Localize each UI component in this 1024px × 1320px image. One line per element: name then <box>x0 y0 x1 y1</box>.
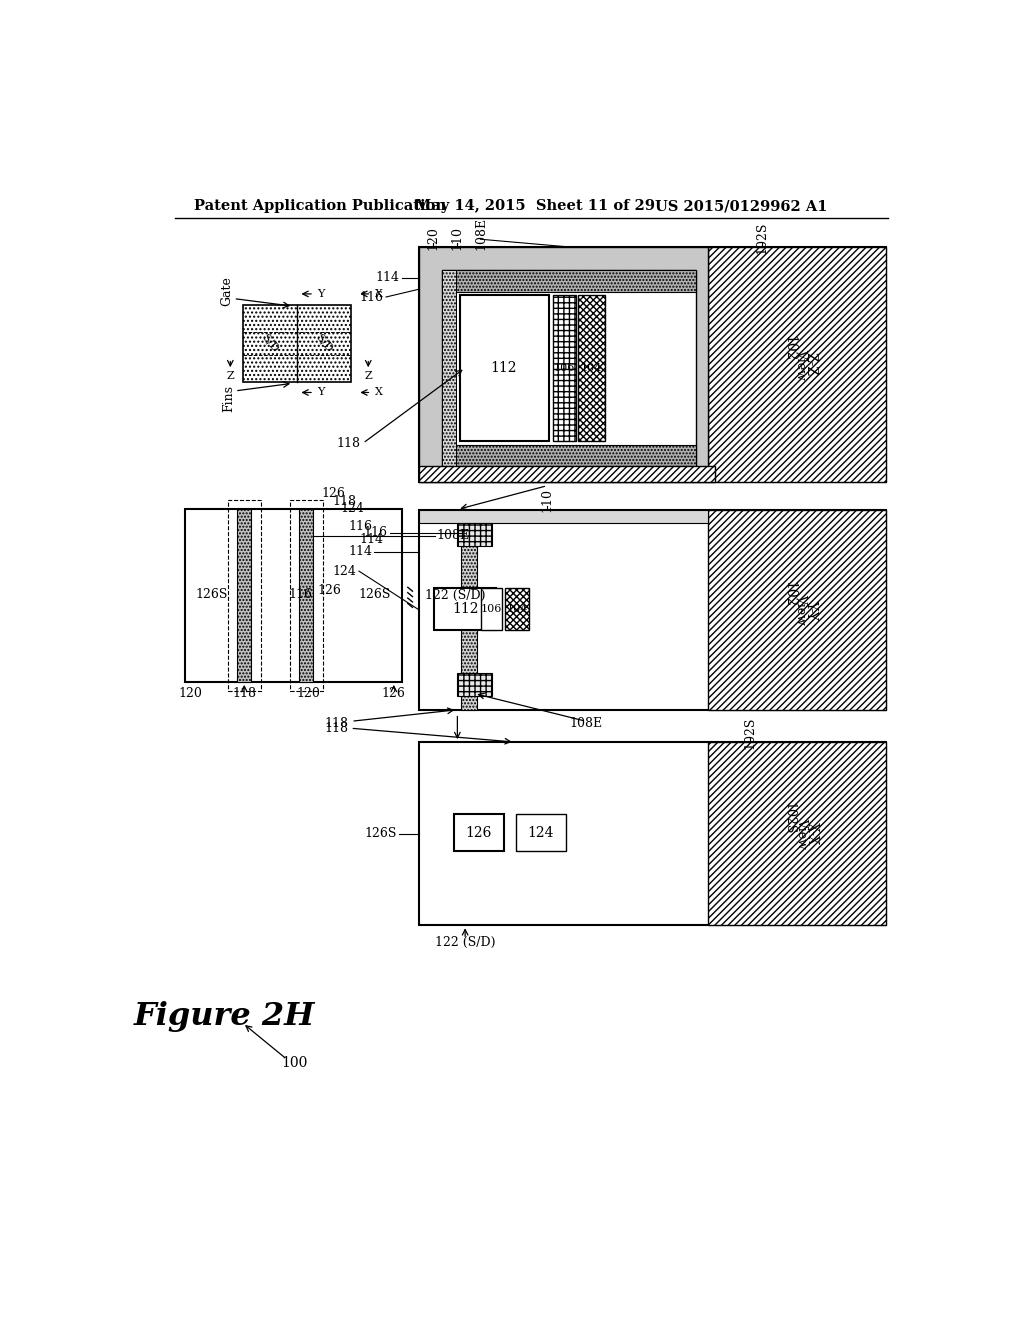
Text: 114: 114 <box>375 271 399 284</box>
Text: 116: 116 <box>289 589 312 602</box>
Text: 108E: 108E <box>436 529 470 543</box>
Text: 116: 116 <box>359 290 384 304</box>
Bar <box>442 271 696 292</box>
Text: View: View <box>795 348 807 379</box>
Text: 114: 114 <box>348 545 372 558</box>
Text: 124: 124 <box>341 502 365 515</box>
Text: Y: Y <box>317 388 325 397</box>
Bar <box>184 508 401 682</box>
Bar <box>442 445 696 466</box>
Text: Gate: Gate <box>221 276 233 306</box>
Text: X: X <box>375 289 382 298</box>
Bar <box>505 589 529 631</box>
Bar <box>419 247 708 482</box>
Text: 114: 114 <box>359 533 384 546</box>
Bar <box>460 296 549 441</box>
Text: 108E: 108E <box>474 218 487 251</box>
Bar <box>515 814 566 851</box>
Text: 120: 120 <box>426 226 439 249</box>
Text: X: X <box>375 388 382 397</box>
Text: 124: 124 <box>527 826 554 840</box>
Text: Figure 2H: Figure 2H <box>134 1002 315 1032</box>
Text: Z: Z <box>365 371 372 380</box>
Text: 120: 120 <box>179 686 203 700</box>
Bar <box>238 508 251 682</box>
Bar <box>419 466 716 482</box>
Text: 120: 120 <box>297 686 321 700</box>
Text: 108E: 108E <box>569 717 602 730</box>
Text: Z: Z <box>226 371 234 380</box>
Bar <box>480 589 503 631</box>
Text: S/D: S/D <box>313 333 335 354</box>
Bar <box>419 510 886 710</box>
Text: 126: 126 <box>322 487 345 500</box>
Bar <box>708 510 886 710</box>
Text: 126S: 126S <box>365 828 397 841</box>
Text: Patent Application Publication: Patent Application Publication <box>194 199 445 213</box>
Bar <box>228 499 260 692</box>
Text: 104: 104 <box>581 363 602 372</box>
Text: 122 (S/D): 122 (S/D) <box>435 936 496 949</box>
Text: 102: 102 <box>782 581 796 607</box>
Text: 102S: 102S <box>743 717 757 748</box>
Text: 118: 118 <box>325 722 349 735</box>
Text: 118: 118 <box>325 717 349 730</box>
Text: 118: 118 <box>337 437 360 450</box>
Text: 102S: 102S <box>782 803 796 834</box>
Text: 106: 106 <box>481 603 502 614</box>
Text: View: View <box>795 818 808 849</box>
Text: 102: 102 <box>782 335 796 362</box>
Bar <box>442 271 456 466</box>
Text: 112: 112 <box>452 602 478 616</box>
Bar <box>290 499 323 692</box>
Text: 118: 118 <box>333 495 356 508</box>
Text: 118: 118 <box>232 686 256 700</box>
Text: Y: Y <box>317 289 325 298</box>
Bar <box>243 305 351 381</box>
Bar <box>442 271 696 466</box>
Text: 126S: 126S <box>196 589 228 602</box>
Text: 112: 112 <box>490 360 517 375</box>
Bar <box>458 523 493 546</box>
Text: 110: 110 <box>451 226 464 249</box>
Text: Y-Y: Y-Y <box>804 599 818 619</box>
Text: View: View <box>795 594 807 626</box>
Bar <box>553 296 575 441</box>
Text: 124: 124 <box>333 565 356 578</box>
Text: X-X: X-X <box>805 822 818 845</box>
Text: 106: 106 <box>554 363 575 372</box>
Bar <box>419 742 886 925</box>
Text: 116: 116 <box>364 527 388 539</box>
Bar <box>461 510 477 710</box>
Text: US 2015/0129962 A1: US 2015/0129962 A1 <box>655 199 827 213</box>
Text: Z-Z: Z-Z <box>804 352 818 376</box>
Bar <box>419 247 886 482</box>
Text: 104: 104 <box>506 603 527 614</box>
Bar <box>708 742 886 925</box>
Bar <box>434 589 496 631</box>
Text: 126: 126 <box>382 686 406 700</box>
Text: 100: 100 <box>282 1056 308 1071</box>
Text: 126: 126 <box>465 826 492 840</box>
Text: S/D: S/D <box>259 333 281 354</box>
Text: 102S: 102S <box>756 222 768 253</box>
Text: Fins: Fins <box>222 385 236 412</box>
Text: 116: 116 <box>348 520 372 533</box>
Text: 122 (S/D): 122 (S/D) <box>425 589 485 602</box>
Bar <box>579 296 605 441</box>
Bar <box>708 247 886 482</box>
Text: May 14, 2015  Sheet 11 of 29: May 14, 2015 Sheet 11 of 29 <box>415 199 654 213</box>
Text: 126S: 126S <box>358 589 390 602</box>
Text: 110: 110 <box>541 488 554 512</box>
Bar <box>458 673 493 696</box>
Text: 126: 126 <box>317 583 341 597</box>
Bar <box>454 814 504 851</box>
Bar <box>419 510 708 524</box>
Bar <box>299 508 313 682</box>
